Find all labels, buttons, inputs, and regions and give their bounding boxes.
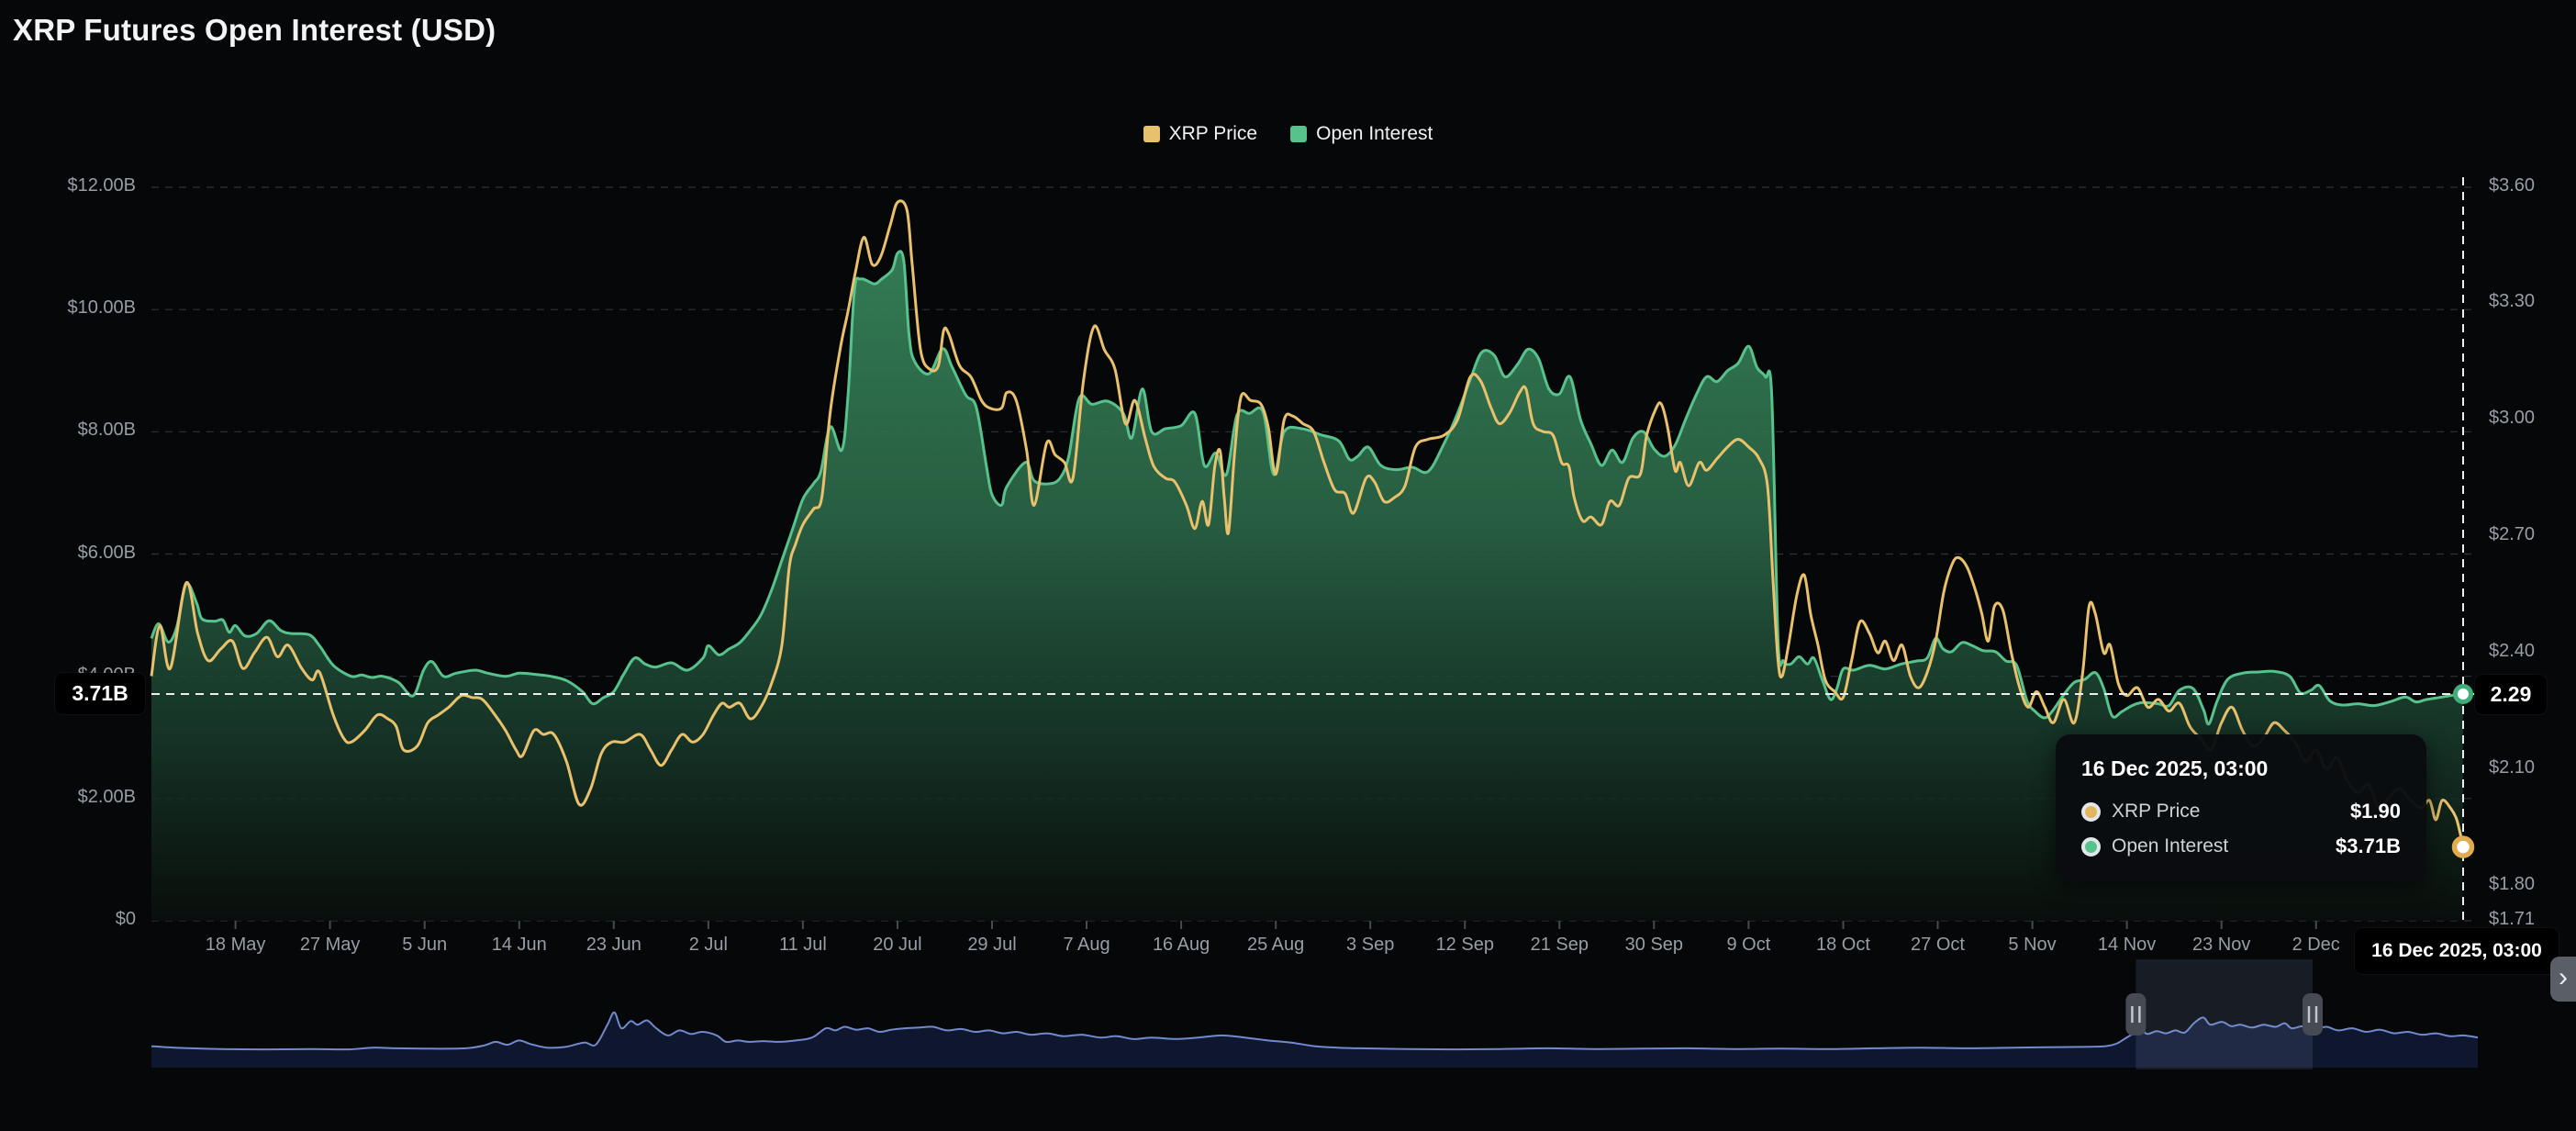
x-axis-tick: 9 Oct xyxy=(1726,935,1771,955)
x-axis-tick: 7 Aug xyxy=(1063,935,1110,955)
right-axis-tick: $3.00 xyxy=(2489,408,2536,429)
right-axis-tick: $2.10 xyxy=(2489,757,2536,778)
left-axis-tick: $2.00B xyxy=(77,786,136,807)
left-axis-tick: $12.00B xyxy=(67,175,136,196)
x-axis-tick: 29 Jul xyxy=(967,935,1017,955)
navigator-area xyxy=(151,1012,2478,1068)
x-axis-tick: 30 Sep xyxy=(1624,935,1684,955)
open-interest-dot-icon xyxy=(2081,836,2101,857)
crosshair-right-readout: 2.29 xyxy=(2475,675,2547,714)
chevron-right-icon: › xyxy=(2559,962,2568,992)
navigator-line[interactable] xyxy=(151,1011,2479,1051)
open-interest-line xyxy=(150,250,2464,726)
x-axis-tick: 2 Jul xyxy=(688,935,728,955)
x-axis-tick: 11 Jul xyxy=(778,935,827,955)
left-axis-tick: $0 xyxy=(115,909,136,929)
x-axis-tick: 18 Oct xyxy=(1815,935,1870,955)
x-axis-tick: 25 Aug xyxy=(1246,935,1305,955)
x-axis-tick: 5 Jun xyxy=(402,935,448,955)
left-axis-tick: $8.00B xyxy=(77,420,136,441)
xrp-price-line xyxy=(150,199,2465,847)
skip-to-latest-button[interactable]: › xyxy=(2550,957,2576,1002)
legend-label-xrp-price: XRP Price xyxy=(1168,123,1258,144)
right-axis-tick: $1.80 xyxy=(2489,873,2536,894)
x-axis-tick: 2 Dec xyxy=(2292,935,2340,955)
right-axis-tick: $1.71 xyxy=(2489,909,2536,929)
x-axis-tick: 23 Jun xyxy=(585,935,641,955)
open-interest-area xyxy=(151,251,2463,921)
right-axis-tick: $2.70 xyxy=(2489,524,2536,545)
left-axis-tick: $10.00B xyxy=(67,297,136,319)
x-axis-tick: 14 Jun xyxy=(491,935,547,955)
crosshair-left-readout: 3.71B xyxy=(55,673,145,714)
tooltip-value-xrp-price: $1.90 xyxy=(2349,800,2401,823)
crosshair-date-readout: 16 Dec 2025, 03:00 xyxy=(2355,928,2559,974)
legend-label-open-interest: Open Interest xyxy=(1316,123,1433,144)
xrp-price-dot-icon xyxy=(2081,801,2101,822)
tooltip-row-xrp-price: XRP Price $1.90 xyxy=(2081,800,2401,823)
tooltip-value-open-interest: $3.71B xyxy=(2336,834,2401,857)
x-axis-tick: 16 Aug xyxy=(1152,935,1210,955)
legend-item-open-interest[interactable]: Open Interest xyxy=(1290,123,1433,145)
tooltip-row-open-interest: Open Interest $3.71B xyxy=(2081,834,2401,858)
legend: XRP Price Open Interest xyxy=(0,123,2576,145)
x-axis-tick: 20 Jul xyxy=(873,935,922,955)
navigator-selection[interactable] xyxy=(2136,959,2314,1069)
right-axis-tick: $2.40 xyxy=(2489,641,2536,662)
x-axis-tick: 21 Sep xyxy=(1530,935,1589,955)
xrp-price-marker-dot xyxy=(2451,835,2475,858)
right-axis-tick: $3.30 xyxy=(2489,291,2536,312)
left-axis-tick: $6.00B xyxy=(77,542,136,563)
legend-swatch-open-interest-icon xyxy=(1290,126,1308,142)
x-axis-tick: 27 May xyxy=(299,935,361,955)
x-axis-tick: 18 May xyxy=(205,935,266,955)
page-title: XRP Futures Open Interest (USD) xyxy=(13,13,496,47)
x-axis-tick: 14 Nov xyxy=(2097,935,2157,955)
navigator-handle-left[interactable] xyxy=(2125,993,2147,1036)
x-axis-tick: 5 Nov xyxy=(2008,935,2057,955)
x-axis-tick: 23 Nov xyxy=(2191,935,2251,955)
x-axis-tick: 3 Sep xyxy=(1346,935,1395,955)
tooltip-date: 16 Dec 2025, 03:00 xyxy=(2081,756,2269,780)
x-axis-tick: 27 Oct xyxy=(1911,935,1965,955)
navigator-handle-right[interactable] xyxy=(2303,993,2323,1036)
tooltip-label-open-interest: Open Interest xyxy=(2112,835,2229,857)
legend-swatch-xrp-price-icon xyxy=(1143,126,1160,142)
chart-tooltip: 16 Dec 2025, 03:00 XRP Price $1.90 Open … xyxy=(2056,734,2426,882)
legend-item-xrp-price[interactable]: XRP Price xyxy=(1143,123,1257,145)
x-axis-tick: 12 Sep xyxy=(1435,935,1494,955)
right-axis-tick: $3.60 xyxy=(2489,174,2536,196)
tooltip-label-xrp-price: XRP Price xyxy=(2112,801,2201,822)
open-interest-marker-dot xyxy=(2453,684,2473,704)
